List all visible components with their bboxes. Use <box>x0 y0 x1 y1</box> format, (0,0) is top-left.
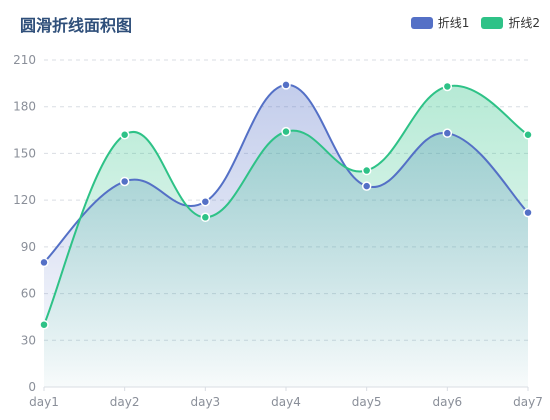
series-1-point[interactable] <box>119 176 130 187</box>
y-tick-label: 210 <box>13 53 36 67</box>
series-1-point[interactable] <box>200 196 211 207</box>
series-1-line <box>43 83 529 264</box>
y-tick-label: 180 <box>13 100 36 114</box>
x-tick-label: day7 <box>513 395 543 409</box>
y-tick-label: 120 <box>13 193 36 207</box>
legend-swatch-series-2 <box>481 16 504 29</box>
legend-label-series-1: 折线1 <box>437 16 470 30</box>
y-tick-label: 30 <box>21 333 36 347</box>
series-2-point[interactable] <box>281 126 291 137</box>
chart-title: 圆滑折线面积图 <box>20 16 133 35</box>
series-1-area <box>44 84 528 387</box>
series-1-point[interactable] <box>281 80 291 90</box>
series-1-point[interactable] <box>361 181 372 191</box>
series-2-line <box>43 84 529 326</box>
series-1-point[interactable] <box>442 128 453 138</box>
x-tick-label: day2 <box>110 395 140 409</box>
x-tick-label: day4 <box>271 395 301 409</box>
legend-swatch-series-1 <box>410 16 433 29</box>
y-tick-label: 60 <box>21 287 36 301</box>
legend-item-series-1[interactable]: 折线1 <box>410 14 470 31</box>
series-lines <box>43 83 529 326</box>
series-points <box>39 80 533 330</box>
series-2-point[interactable] <box>523 129 533 140</box>
series-2-point[interactable] <box>200 212 211 223</box>
x-tick-label: day5 <box>352 395 382 409</box>
series-2-point[interactable] <box>442 81 453 92</box>
y-tick-label: 150 <box>13 146 36 160</box>
series-2-area <box>44 85 528 388</box>
legend: 折线1 折线2 <box>410 14 540 31</box>
x-tick-label: day3 <box>190 395 220 409</box>
axes: 0 30 60 90 120 150 180 210 day1 day2 day3 day4 day5 d… <box>13 53 543 409</box>
series-1-point[interactable] <box>523 207 533 218</box>
series-2-point[interactable] <box>39 319 49 330</box>
x-tick-label: day1 <box>29 395 59 409</box>
series-2-point[interactable] <box>119 129 130 140</box>
legend-item-series-2[interactable]: 折线2 <box>481 14 540 31</box>
series-areas <box>44 84 528 388</box>
series-1-point[interactable] <box>39 257 49 268</box>
series-2-point[interactable] <box>361 165 372 176</box>
legend-label-series-2: 折线2 <box>508 16 540 30</box>
x-tick-label: day6 <box>432 395 462 409</box>
grid <box>44 59 528 341</box>
y-tick-label: 0 <box>28 380 36 394</box>
y-tick-label: 90 <box>21 240 36 254</box>
